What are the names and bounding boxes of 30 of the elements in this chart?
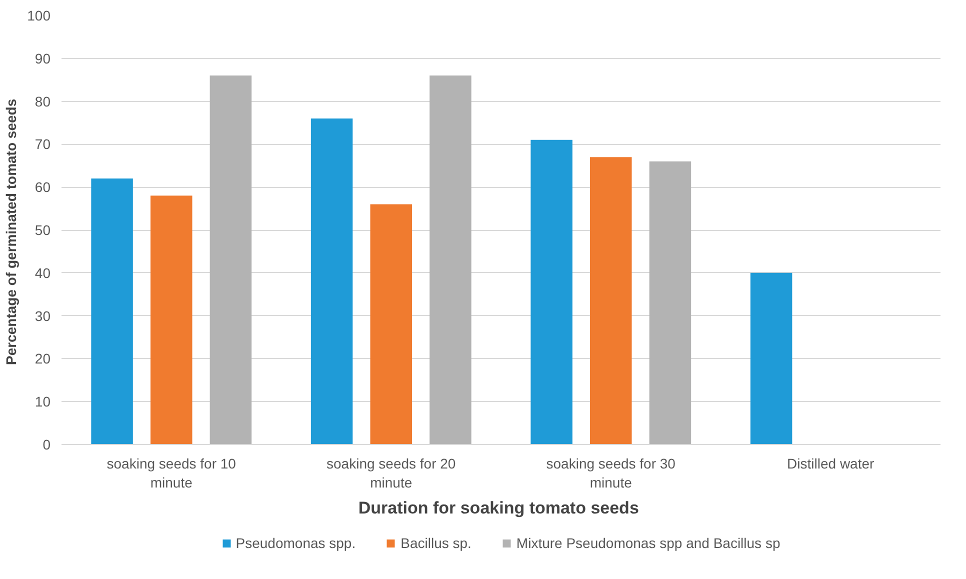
bar: [530, 140, 572, 444]
y-tick-label: 70: [34, 136, 51, 152]
x-tick-label: Distilled water: [787, 456, 875, 472]
legend-label: Bacillus sp.: [400, 534, 472, 550]
y-tick-label: 90: [34, 50, 51, 66]
y-tick-label: 0: [42, 436, 51, 452]
bar: [370, 204, 412, 444]
bar: [649, 161, 692, 444]
y-tick-label: 80: [34, 93, 51, 110]
legend-label: Mixture Pseudomonas spp and Bacillus sp: [516, 534, 780, 550]
bar: [91, 178, 133, 444]
x-tick-label: soaking seeds for 20 minute: [326, 456, 456, 491]
y-axis-title: Percentage of germinated tomato seeds: [3, 98, 20, 365]
bar: [210, 76, 252, 444]
y-tick-label: 50: [34, 222, 51, 238]
x-tick-label: soaking seeds for 30 minute: [546, 456, 676, 491]
y-tick-label: 10: [34, 394, 51, 410]
x-tick-label: soaking seeds for 10 minute: [106, 456, 236, 491]
y-tick-label: 100: [27, 8, 51, 24]
y-tick-label: 30: [34, 308, 51, 324]
x-axis-title: Duration for soaking tomato seeds: [358, 498, 639, 518]
y-tick-label: 60: [34, 179, 51, 196]
bar: [310, 118, 353, 444]
bar: [590, 157, 632, 444]
legend-label: Pseudomonas spp.: [236, 534, 356, 550]
bar: [150, 196, 192, 444]
y-tick-label: 20: [34, 350, 51, 367]
y-tick-label: 40: [34, 264, 51, 281]
bar: [750, 272, 792, 444]
bar: [430, 76, 472, 444]
